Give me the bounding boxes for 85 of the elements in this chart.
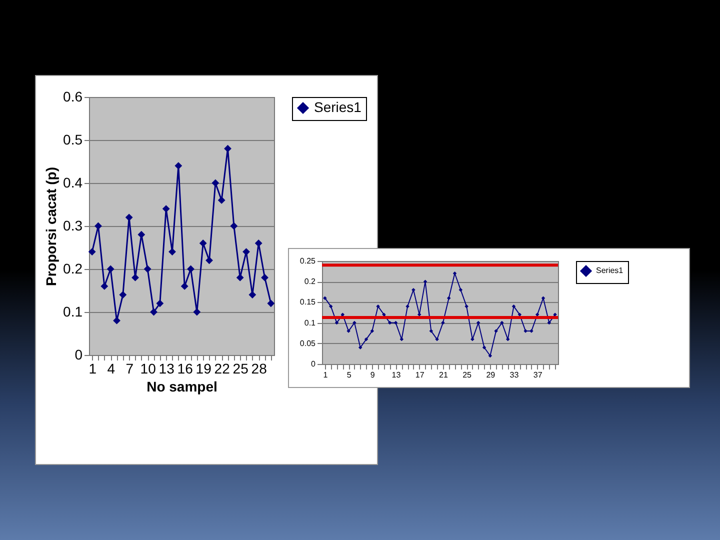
- point: [500, 320, 504, 325]
- point: [482, 346, 486, 350]
- y-tick-label: 0.2: [304, 277, 316, 286]
- x-tick-label: 28: [251, 360, 268, 376]
- x-tick-label: 25: [462, 370, 472, 380]
- x-tick-label: 22: [214, 360, 230, 376]
- point: [446, 296, 451, 300]
- point: [254, 239, 262, 247]
- point: [376, 304, 380, 308]
- x-axis-title: No sampel: [146, 378, 218, 394]
- y-tick-label: 0.3: [63, 218, 83, 234]
- y-tick-label: 0.1: [63, 304, 83, 320]
- y-tick-label: 0.4: [63, 174, 83, 190]
- point: [535, 312, 540, 316]
- point: [547, 320, 552, 325]
- x-tick-label: 1: [323, 370, 328, 380]
- point: [412, 288, 416, 292]
- point: [224, 144, 232, 152]
- point: [125, 214, 133, 222]
- y-tick-label: 0.6: [63, 88, 83, 104]
- x-tick-label: 19: [196, 360, 212, 376]
- point: [458, 288, 463, 292]
- point: [388, 320, 392, 325]
- x-tick-label: 13: [158, 360, 175, 376]
- point: [168, 248, 176, 256]
- x-tick-label: 37: [533, 370, 543, 380]
- point: [193, 308, 201, 316]
- point: [113, 316, 120, 324]
- x-tick-label: 33: [510, 370, 520, 380]
- y-tick-label: 0.25: [300, 256, 316, 266]
- point: [518, 312, 522, 316]
- x-tick-label: 7: [126, 360, 134, 376]
- point: [358, 346, 362, 350]
- point: [88, 248, 96, 256]
- point: [441, 320, 445, 325]
- y-tick-label: 0.2: [63, 260, 83, 276]
- point: [340, 312, 345, 316]
- x-tick-label: 16: [177, 360, 194, 376]
- x-tick-label: 13: [392, 370, 402, 380]
- y-tick-label: 0.1: [304, 318, 316, 328]
- point: [464, 304, 468, 308]
- point: [156, 300, 164, 308]
- point: [206, 256, 213, 264]
- point: [435, 337, 439, 342]
- legend-label: Series1: [314, 99, 362, 115]
- point: [417, 312, 422, 316]
- x-tick-label: 29: [486, 370, 496, 380]
- x-tick-label: 4: [107, 360, 116, 376]
- x-tick-label: 9: [370, 370, 376, 380]
- y-tick-label: 0.5: [63, 132, 83, 148]
- point: [100, 282, 108, 290]
- point: [174, 162, 182, 170]
- x-tick-label: 10: [140, 360, 156, 376]
- point: [212, 179, 220, 187]
- point: [406, 304, 410, 308]
- y-tick-label: 0.15: [300, 298, 316, 307]
- point: [180, 282, 188, 290]
- point: [370, 329, 374, 333]
- y-tick-label: 0: [74, 346, 83, 362]
- x-tick-label: 25: [232, 360, 249, 376]
- legend-label: Series1: [596, 266, 624, 275]
- x-tick-label: 21: [438, 370, 448, 380]
- point: [261, 274, 268, 282]
- point: [429, 329, 434, 333]
- point: [132, 274, 139, 282]
- point: [352, 320, 356, 325]
- x-tick-label: 1: [88, 360, 97, 376]
- point: [248, 291, 256, 299]
- point: [230, 222, 238, 230]
- y-axis-title: Proporsi cacat (p): [43, 166, 60, 286]
- point: [199, 239, 207, 247]
- point: [267, 300, 275, 308]
- point: [541, 296, 546, 300]
- point: [162, 205, 170, 213]
- point: [328, 304, 333, 308]
- point: [144, 265, 152, 273]
- point: [423, 280, 428, 284]
- x-tick-label: 5: [346, 370, 352, 380]
- y-tick-label: 0: [311, 360, 316, 368]
- point: [138, 230, 146, 238]
- point: [218, 196, 226, 204]
- point: [106, 265, 114, 273]
- x-tick-label: 17: [415, 370, 425, 380]
- point: [119, 291, 127, 299]
- y-tick-label: 0.05: [300, 338, 316, 348]
